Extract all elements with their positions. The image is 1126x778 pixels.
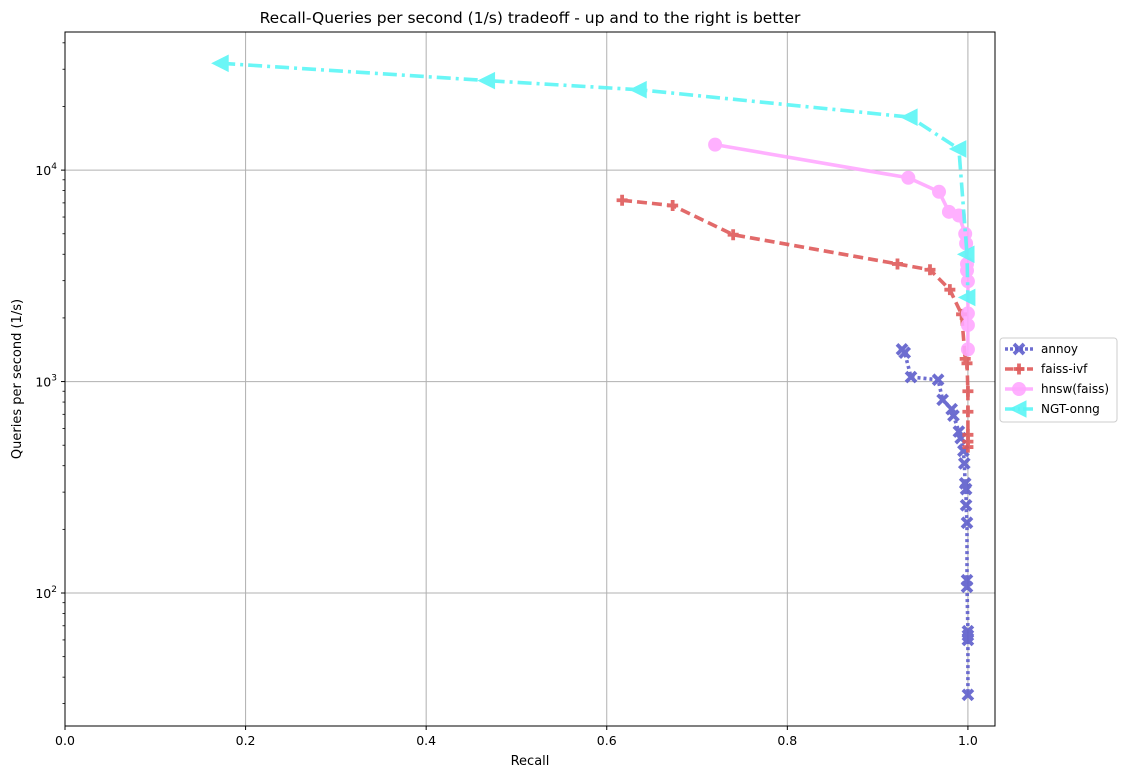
legend-marker (1013, 363, 1025, 375)
series-faiss-ivf (616, 194, 974, 453)
x-tick-label: 0.4 (416, 733, 436, 748)
data-point (960, 306, 975, 321)
legend-frame (999, 337, 1118, 423)
data-point (957, 288, 976, 307)
series-annoy (895, 343, 975, 702)
data-point (477, 71, 496, 90)
x-ticks: 0.0 0.2 0.4 0.6 0.8 1.0 (55, 726, 978, 748)
legend-label: NGT-onng (1041, 402, 1100, 416)
data-point (947, 409, 960, 422)
data-point (956, 245, 975, 264)
data-point (962, 441, 974, 453)
data-point (944, 284, 956, 296)
series-hnsw-faiss- (708, 137, 975, 357)
data-point (1008, 400, 1027, 418)
data-point (898, 346, 912, 360)
y-axis-label: Queries per second (1/s) (10, 299, 25, 459)
y-ticks: 102 103 104 (35, 42, 65, 704)
grid (64, 32, 995, 726)
series-ngt-onng (211, 54, 976, 307)
data-point (959, 498, 973, 512)
series-line (714, 142, 970, 350)
data-point (936, 393, 949, 407)
data-point (962, 406, 974, 418)
data-point (961, 633, 975, 647)
legend-label: hnsw(faiss) (1041, 382, 1109, 396)
series-line (621, 198, 970, 448)
legend-marker (1012, 382, 1026, 396)
legend-marker (1012, 342, 1026, 356)
legend: annoy faiss-ivf hnsw(faiss) NGT-onng (999, 337, 1118, 423)
data-point (708, 137, 723, 152)
data-point (959, 482, 973, 496)
data-point (960, 318, 975, 333)
data-point (629, 80, 647, 99)
plot-frame (64, 31, 996, 727)
data-point (667, 200, 679, 212)
data-point (924, 264, 936, 276)
data-point (727, 229, 739, 241)
series-line (221, 61, 970, 298)
y-tick-label: 104 (35, 162, 57, 178)
data-point (960, 342, 975, 357)
data-point (211, 54, 229, 73)
x-tick-label: 0.8 (777, 733, 797, 748)
data-point (961, 688, 975, 702)
data-point (961, 357, 973, 369)
data-point (932, 184, 947, 199)
x-tick-label: 0.2 (236, 733, 256, 748)
x-tick-label: 1.0 (958, 733, 978, 748)
data-point (962, 385, 974, 397)
data-point (948, 140, 967, 158)
legend-marker (1008, 400, 1027, 418)
y-tick-label: 103 (35, 374, 57, 390)
data-point (1012, 382, 1026, 396)
legend-label: annoy (1041, 342, 1078, 356)
legend-label: faiss-ivf (1041, 362, 1088, 376)
series-layer (211, 54, 976, 702)
data-point (904, 370, 918, 384)
data-point (931, 373, 945, 387)
data-point (1013, 363, 1025, 375)
data-point (1012, 342, 1026, 356)
data-point (960, 516, 974, 530)
x-tick-label: 0.6 (597, 733, 617, 748)
data-point (900, 108, 918, 126)
series-line (900, 348, 970, 695)
data-point (960, 580, 974, 594)
data-point (891, 258, 903, 270)
y-tick-label: 102 (35, 585, 57, 601)
data-point (616, 194, 628, 206)
data-point (957, 457, 971, 470)
x-tick-label: 0.0 (55, 733, 75, 748)
data-point (901, 170, 916, 185)
x-axis-label: Recall (511, 754, 550, 769)
chart-title: Recall-Queries per second (1/s) tradeoff… (260, 9, 801, 27)
